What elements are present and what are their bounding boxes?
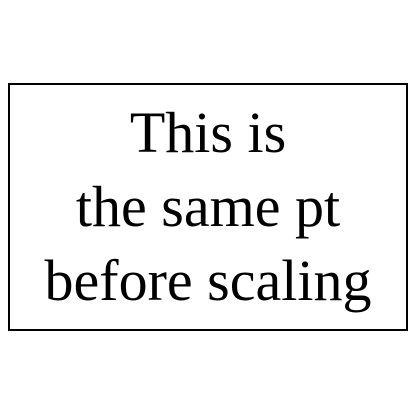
text-line-2: the same pt [75, 174, 341, 239]
text-line-1: This is [129, 100, 287, 165]
text-line-3: before scaling [44, 248, 372, 313]
bordered-text-box: This is the same pt before scaling [8, 83, 408, 331]
